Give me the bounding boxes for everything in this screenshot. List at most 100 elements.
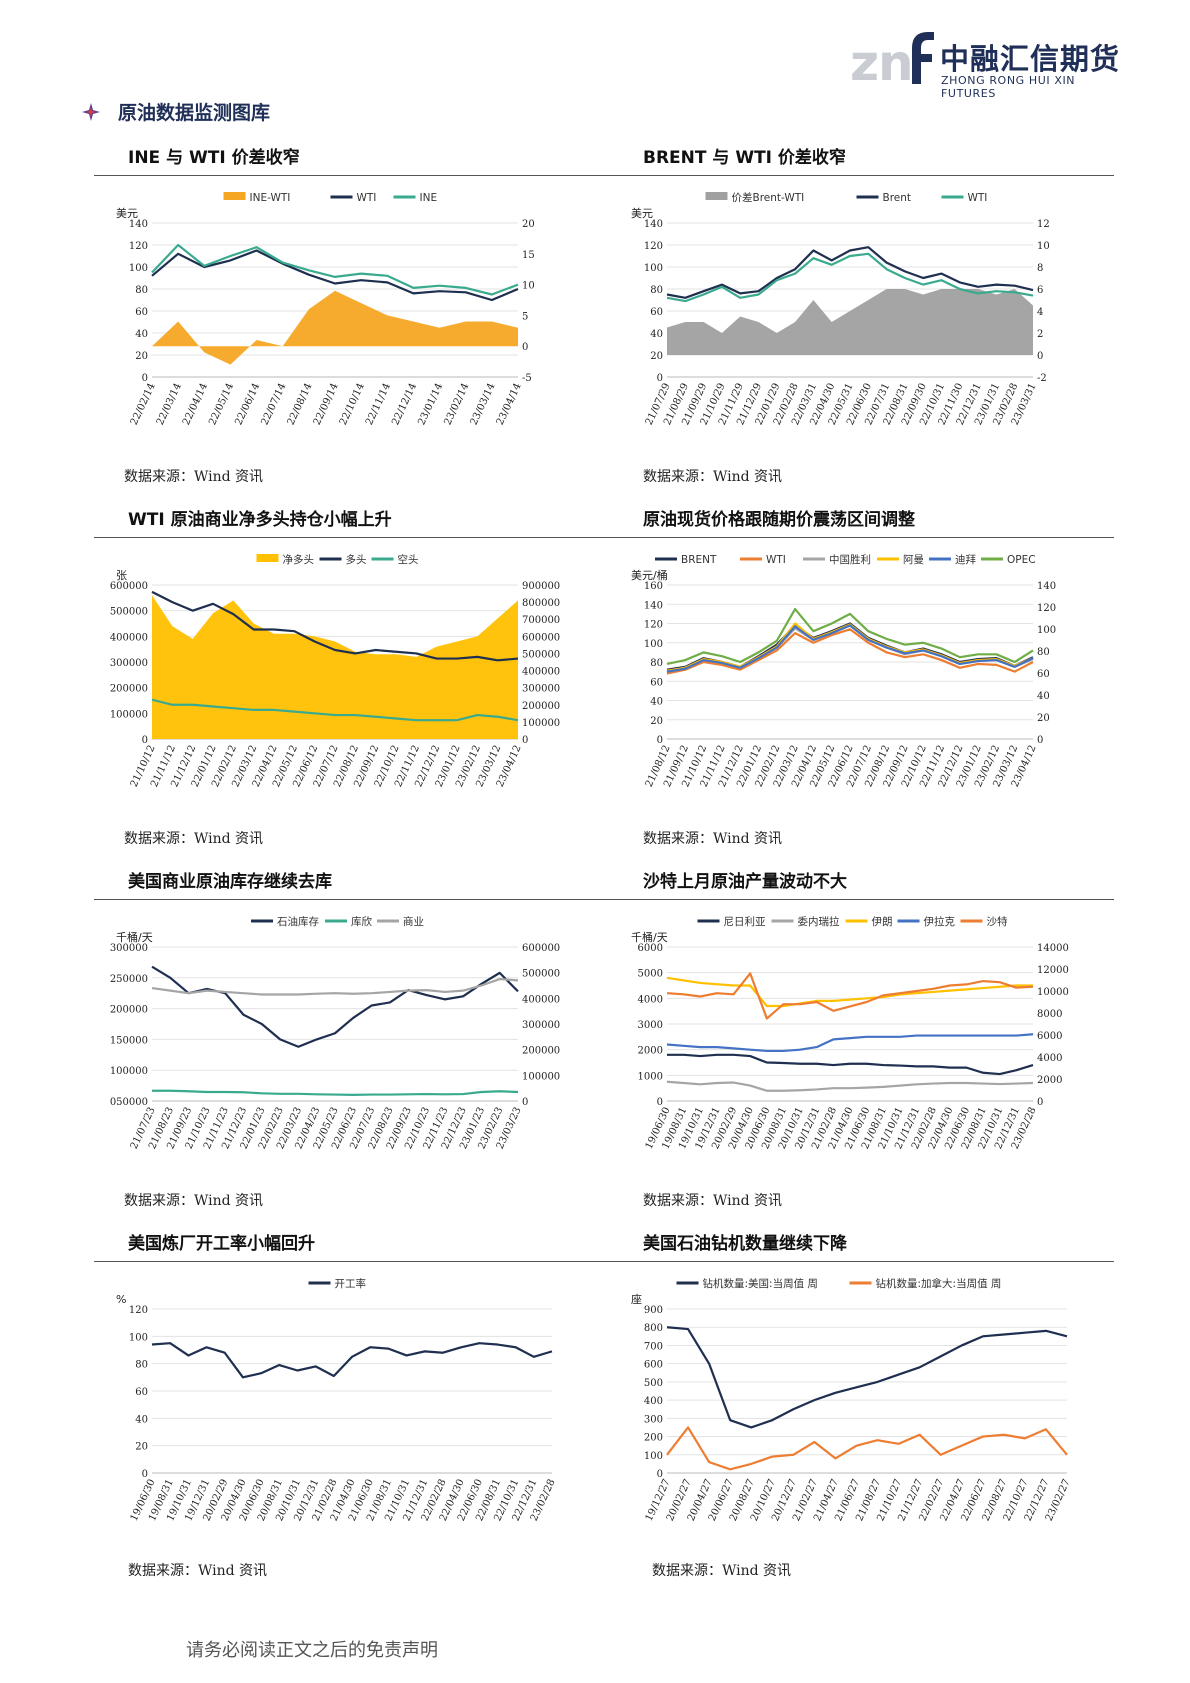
y2-tick-label: 14000 xyxy=(1037,943,1069,954)
x-tick-label: 22/12/14 xyxy=(390,382,419,427)
panel-title-7: 美国炼厂开工率小幅回升 xyxy=(128,1234,315,1254)
chart-us-inventory-svg: 1050000 1100000 1150000 1200000 1250000 13000… xyxy=(110,915,560,1151)
x-tick-label: 22/10/14 xyxy=(338,382,367,427)
panel-title-3: WTI 原油商业净多头持仓小幅上升 xyxy=(128,510,392,530)
y2-tick-label: 400000 xyxy=(522,667,560,678)
chart-ine-wti-svg: 020406080100120140-505101520美元22/02/1422… xyxy=(116,192,535,427)
y-tick-label: 500 xyxy=(644,1378,663,1389)
y-tick-label: 400000 xyxy=(110,632,148,643)
y-tick-label: 60 xyxy=(650,677,663,688)
legend-label: WTI xyxy=(968,192,988,204)
series-line xyxy=(151,1342,553,1379)
y-tick-label: 40 xyxy=(650,329,663,340)
divider xyxy=(94,1261,1114,1262)
series-line xyxy=(151,243,519,296)
series-line xyxy=(152,1089,519,1096)
y-tick-label: 140 xyxy=(644,219,663,230)
y-tick-label: 0 xyxy=(142,735,148,746)
y2-tick-label: 400000 xyxy=(522,994,560,1005)
y-tick-label: 4000 xyxy=(638,994,663,1005)
y2-tick-label: 200000 xyxy=(522,701,560,712)
panel-title-4: 原油现货价格跟随期价震荡区间调整 xyxy=(643,510,915,530)
y-tick-label: 0 xyxy=(657,1469,663,1480)
y-tick-label: 100 xyxy=(644,1451,663,1462)
y2-tick-label: 140 xyxy=(1037,581,1056,592)
brand-logo: z n 中融汇信期货 ZHONG RONG HUI XIN FUTURES xyxy=(850,28,1130,100)
y-tick-label: 400 xyxy=(644,1396,663,1407)
source-note-5: 数据来源：Wind 资讯 xyxy=(124,1193,264,1209)
y2-tick-label: 15 xyxy=(522,250,535,261)
x-tick-label: 22/11/14 xyxy=(364,382,393,427)
y2-tick-label: 100000 xyxy=(522,718,560,729)
y-tick-label: 120 xyxy=(129,1305,148,1316)
divider xyxy=(94,537,1114,538)
y-tick-label: 100000 xyxy=(110,709,148,720)
panel-title-2: BRENT 与 WTI 价差收窄 xyxy=(643,148,846,168)
chart-rig-count: 0 100 200 300 400 500 600 700 800 900 座 19/12/27 20/… xyxy=(625,1271,1085,1551)
y-tick-label: 20 xyxy=(650,351,663,362)
legend-label: 沙特 xyxy=(987,916,1008,928)
y-tick-label: 140 xyxy=(644,600,663,611)
y-tick-label: 120 xyxy=(129,241,148,252)
brand-name-cn: 中融汇信期货 xyxy=(940,42,1121,76)
source-note-8: 数据来源：Wind 资讯 xyxy=(652,1563,792,1579)
source-note-1: 数据来源：Wind 资讯 xyxy=(124,469,264,485)
legend-label: OPEC xyxy=(1007,554,1036,566)
series-line xyxy=(666,252,1034,303)
x-tick-label: 22/02/14 xyxy=(129,382,158,427)
y2-tick-label: 10 xyxy=(522,281,535,292)
axis-unit-label: 美元 xyxy=(116,207,138,220)
legend-label: 库欣 xyxy=(351,915,372,928)
y-tick-label: 100 xyxy=(644,639,663,650)
chart-spot-prices-svg: 0 20 40 60 80 100 120 140 160 0 20 40 60 80 100 120 140 美… xyxy=(631,553,1056,789)
y2-tick-label: 10 xyxy=(1037,241,1050,252)
chart-spot-prices: 0 20 40 60 80 100 120 140 160 0 20 40 60 80 100 120 140 美… xyxy=(625,547,1085,817)
y2-tick-label: 300000 xyxy=(522,1020,560,1031)
legend-label: INE-WTI xyxy=(250,192,291,204)
y-tick-label: 300000 xyxy=(110,658,148,669)
series-line xyxy=(666,628,1034,675)
legend-label: 伊拉克 xyxy=(924,915,956,928)
y2-tick-label: 4 xyxy=(1037,307,1043,318)
panel-title-5: 美国商业原油库存继续去库 xyxy=(128,872,332,892)
y2-tick-label: 6 xyxy=(1037,285,1043,296)
legend-label: 商业 xyxy=(403,915,424,928)
brand-name-en: ZHONG RONG HUI XIN FUTURES xyxy=(941,74,1076,100)
y-tick-label: 600 xyxy=(644,1360,663,1371)
series-line xyxy=(666,1033,1034,1053)
y-tick-label: 200000 xyxy=(110,684,148,695)
legend-label: 净多头 xyxy=(283,553,315,566)
y2-tick-label: 500000 xyxy=(522,969,560,980)
y-tick-label: 1050000 xyxy=(110,1097,148,1108)
legend-label: BRENT xyxy=(681,554,717,566)
chart-us-inventory: 1050000 1100000 1150000 1200000 1250000 13000… xyxy=(110,909,570,1179)
series-line xyxy=(666,972,1034,1020)
legend-label: 迪拜 xyxy=(955,554,976,566)
y-tick-label: 40 xyxy=(135,1414,148,1425)
y-tick-label: 0 xyxy=(657,373,663,384)
legend-label: 开工率 xyxy=(335,1277,367,1290)
x-tick-label: 22/09/14 xyxy=(312,382,341,427)
y2-tick-label: 300000 xyxy=(522,684,560,695)
y-tick-label: 80 xyxy=(135,285,148,296)
legend-label: 多头 xyxy=(346,553,367,566)
y2-tick-label: 100000 xyxy=(522,1071,560,1082)
chart-opec-production: 0 1000 2000 3000 4000 5000 6000 0 2000 4000 6000 80… xyxy=(625,909,1085,1179)
y-tick-label: 40 xyxy=(135,329,148,340)
y2-tick-label: 800000 xyxy=(522,598,560,609)
y-tick-label: 60 xyxy=(650,307,663,318)
legend-label: 尼日利亚 xyxy=(724,916,766,928)
y2-tick-label: 5 xyxy=(522,311,528,322)
y2-tick-label: 20 xyxy=(522,219,535,230)
source-note-7: 数据来源：Wind 资讯 xyxy=(128,1563,268,1579)
y-tick-label: 0 xyxy=(657,735,663,746)
y-tick-label: 20 xyxy=(135,351,148,362)
legend-label: 中国胜利 xyxy=(829,553,871,566)
y2-tick-label: 6000 xyxy=(1037,1031,1062,1042)
source-note-4: 数据来源：Wind 资讯 xyxy=(643,831,783,847)
y-tick-label: 5000 xyxy=(638,969,663,980)
y2-tick-label: 2 xyxy=(1037,329,1043,340)
y2-tick-label: 700000 xyxy=(522,615,560,626)
axis-unit-label: 美元/桶 xyxy=(631,568,668,582)
disclaimer-footer: 请务必阅读正文之后的免责声明 xyxy=(186,1640,438,1661)
